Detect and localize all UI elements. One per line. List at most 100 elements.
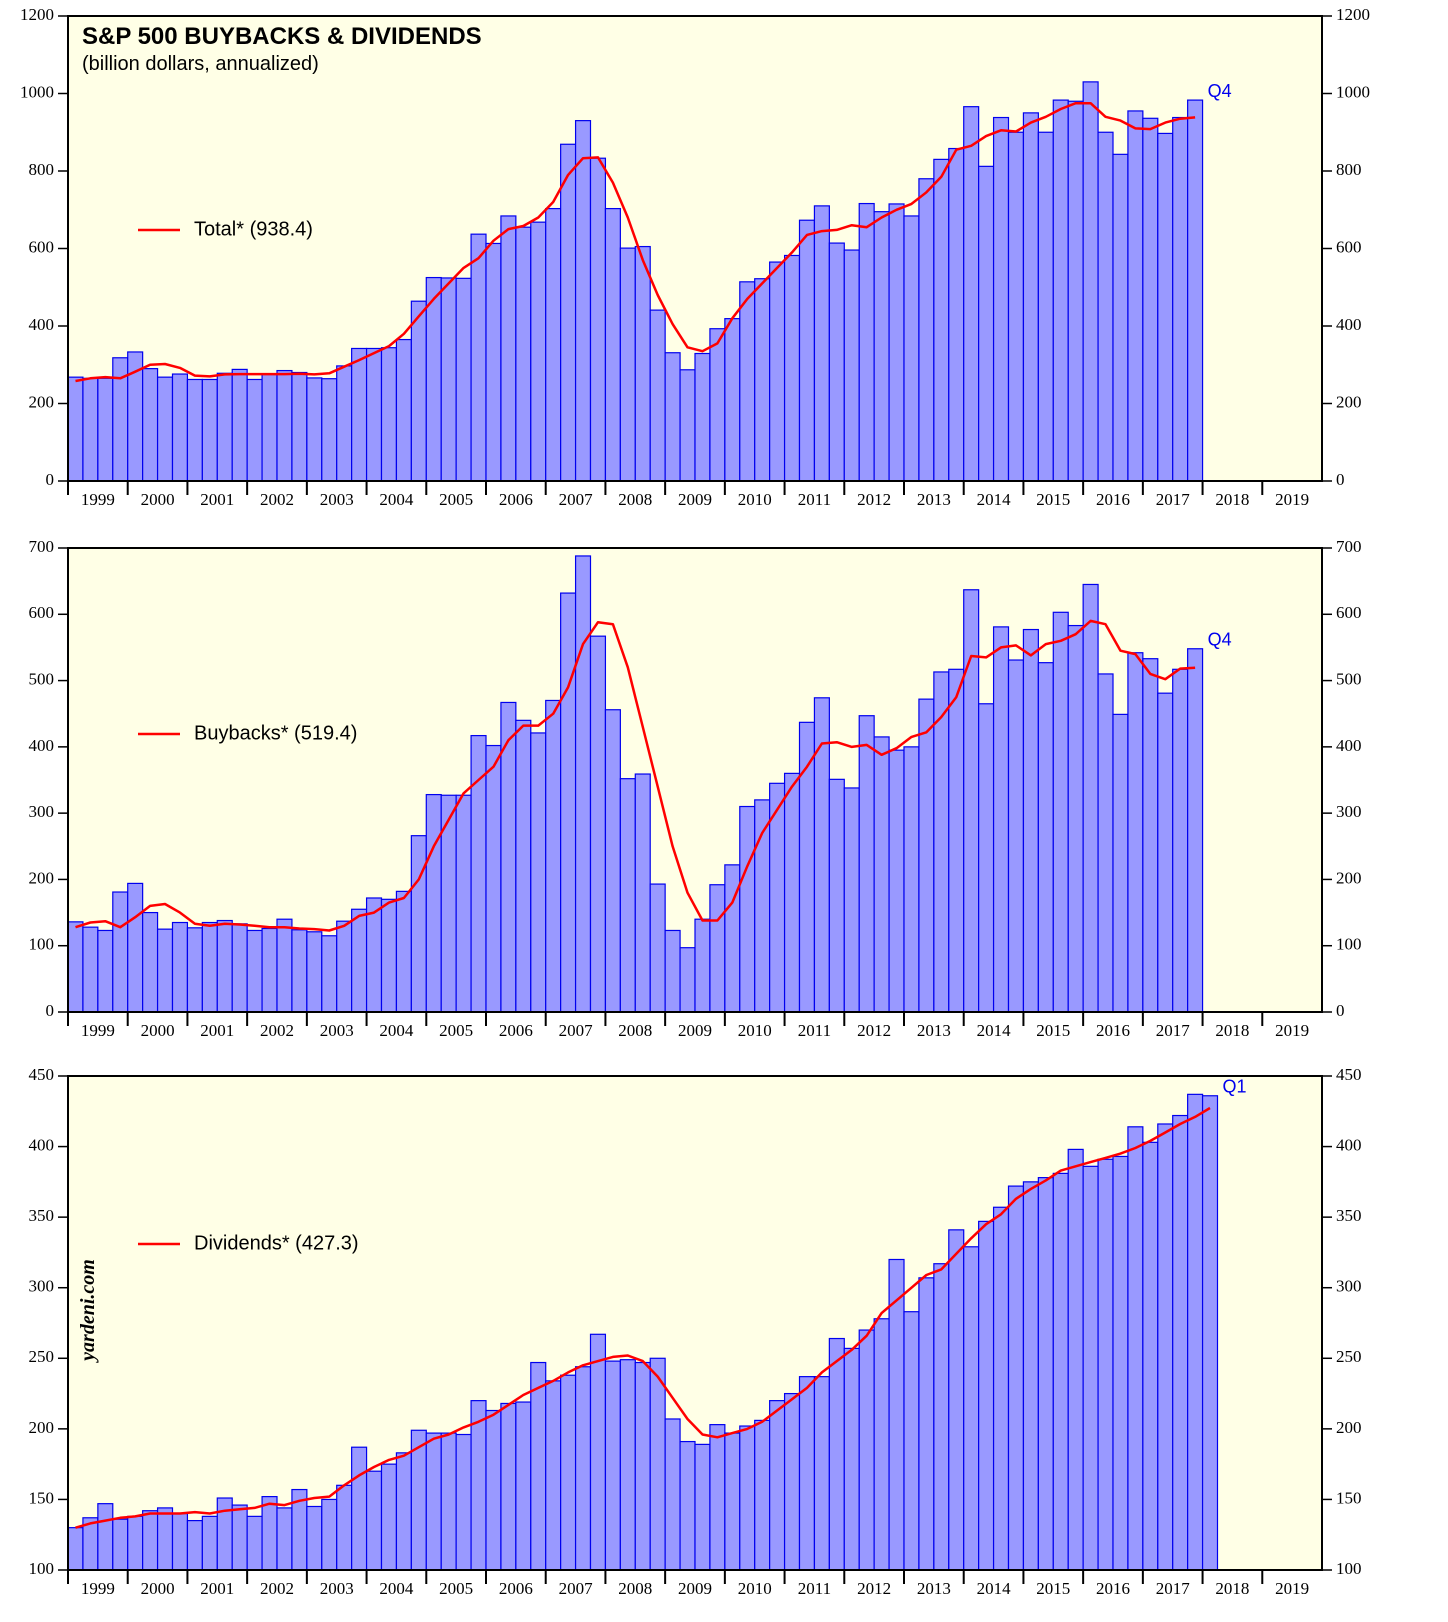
x-tick-label: 2018 bbox=[1215, 1579, 1249, 1598]
bar bbox=[978, 703, 995, 1013]
bar bbox=[380, 898, 398, 1013]
bar bbox=[978, 165, 995, 482]
x-tick-label: 2019 bbox=[1275, 1579, 1309, 1598]
bar bbox=[291, 929, 308, 1013]
x-tick-label: 2002 bbox=[260, 1579, 294, 1598]
bar bbox=[1007, 659, 1025, 1013]
bar bbox=[231, 923, 248, 1013]
bar bbox=[246, 929, 263, 1013]
bar bbox=[82, 377, 99, 482]
bar bbox=[619, 778, 636, 1013]
y2-tick-label: 400 bbox=[1336, 1135, 1362, 1154]
y-tick-label: 500 bbox=[29, 669, 55, 688]
bar bbox=[948, 147, 965, 482]
bar bbox=[888, 749, 905, 1013]
x-tick-label: 2017 bbox=[1156, 1021, 1191, 1040]
x-tick-label: 2001 bbox=[200, 1579, 234, 1598]
bar bbox=[709, 328, 726, 482]
x-tick-label: 2013 bbox=[917, 1579, 951, 1598]
bar bbox=[649, 309, 666, 482]
bar bbox=[1037, 131, 1054, 482]
bar bbox=[171, 373, 189, 482]
bar bbox=[485, 242, 502, 482]
bar bbox=[1067, 100, 1084, 482]
bar bbox=[455, 1433, 472, 1571]
bar bbox=[918, 698, 935, 1013]
chart-subtitle: (billion dollars, annualized) bbox=[82, 53, 319, 75]
bar bbox=[1112, 1155, 1129, 1571]
x-tick-label: 2005 bbox=[439, 490, 473, 509]
bar bbox=[351, 1446, 368, 1571]
bar bbox=[261, 373, 278, 482]
bar bbox=[127, 882, 144, 1013]
x-tick-label: 2010 bbox=[738, 490, 772, 509]
line bbox=[75, 101, 1196, 383]
bar bbox=[1082, 583, 1099, 1013]
x-tick-label: 2010 bbox=[738, 1021, 772, 1040]
bar bbox=[664, 1418, 681, 1571]
bar bbox=[530, 221, 547, 482]
x-tick-label: 2005 bbox=[439, 1579, 473, 1598]
bar bbox=[470, 734, 487, 1013]
bar bbox=[425, 1432, 442, 1571]
bar bbox=[679, 947, 696, 1013]
x-tick-label: 2016 bbox=[1096, 1021, 1130, 1040]
x-tick-label: 2015 bbox=[1036, 490, 1070, 509]
bar bbox=[1172, 116, 1189, 482]
y-tick-label: 400 bbox=[29, 1135, 55, 1154]
bar bbox=[813, 1376, 830, 1571]
bar bbox=[634, 1361, 651, 1571]
bar bbox=[828, 242, 845, 482]
y2-tick-label: 450 bbox=[1336, 1065, 1362, 1084]
bar bbox=[858, 715, 875, 1013]
bar bbox=[709, 1424, 726, 1571]
y2-tick-label: 350 bbox=[1336, 1206, 1362, 1225]
bar bbox=[351, 908, 368, 1013]
bar bbox=[783, 254, 801, 482]
plot-frame bbox=[67, 547, 1323, 1013]
x-tick-label: 2014 bbox=[977, 1021, 1012, 1040]
y-tick-label: 350 bbox=[29, 1206, 55, 1225]
x-tick-label: 2002 bbox=[260, 490, 294, 509]
y-tick-label: 600 bbox=[29, 603, 55, 622]
x-tick-label: 2012 bbox=[857, 1579, 891, 1598]
x-tick-label: 2010 bbox=[738, 1579, 772, 1598]
bar bbox=[1157, 692, 1174, 1013]
y-tick-label: 300 bbox=[29, 1277, 55, 1296]
bar bbox=[216, 372, 233, 482]
x-tick-label: 2007 bbox=[559, 490, 594, 509]
x-tick-label: 2007 bbox=[559, 1579, 594, 1598]
bar bbox=[1007, 1185, 1025, 1571]
bar bbox=[574, 555, 592, 1013]
y2-tick-label: 300 bbox=[1336, 802, 1362, 821]
line bbox=[75, 1106, 1211, 1529]
bar bbox=[560, 592, 577, 1013]
x-tick-label: 2014 bbox=[977, 490, 1012, 509]
x-tick-label: 2005 bbox=[439, 1021, 473, 1040]
legend-label: Total* (938.4) bbox=[194, 218, 313, 240]
bar bbox=[873, 736, 890, 1013]
bar bbox=[813, 205, 830, 482]
bar bbox=[948, 1229, 965, 1571]
bar bbox=[455, 277, 472, 482]
x-tick-label: 2011 bbox=[798, 1579, 831, 1598]
bar bbox=[336, 365, 353, 482]
y2-tick-label: 200 bbox=[1336, 868, 1362, 887]
bar bbox=[336, 1484, 353, 1571]
bar bbox=[589, 157, 607, 482]
y-tick-label: 800 bbox=[29, 160, 55, 179]
bar bbox=[589, 1333, 607, 1571]
bar bbox=[1052, 99, 1069, 482]
bar bbox=[156, 928, 174, 1013]
annotation: Q4 bbox=[1208, 81, 1232, 101]
bar bbox=[216, 919, 233, 1013]
x-tick-label: 2006 bbox=[499, 1579, 533, 1598]
y2-tick-label: 1000 bbox=[1336, 82, 1370, 101]
x-tick-label: 2015 bbox=[1036, 1579, 1070, 1598]
bar bbox=[545, 1380, 562, 1571]
bar bbox=[888, 203, 905, 482]
x-tick-label: 2000 bbox=[141, 1021, 175, 1040]
y2-tick-label: 800 bbox=[1336, 160, 1362, 179]
bar bbox=[515, 226, 532, 482]
bar bbox=[485, 744, 502, 1013]
